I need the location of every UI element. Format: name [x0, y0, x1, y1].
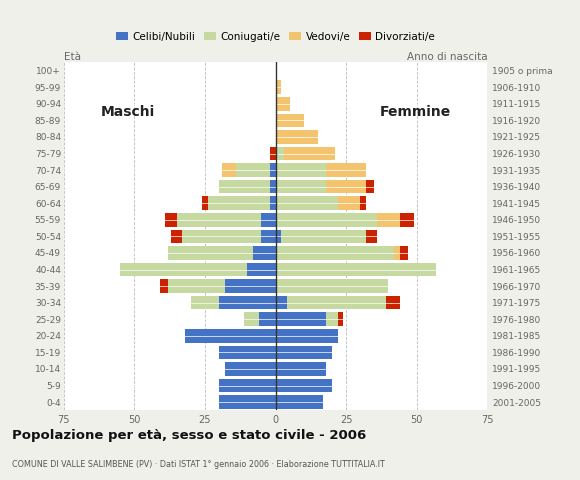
Bar	[270, 163, 275, 177]
Legend: Celibi/Nubili, Coniugati/e, Vedovi/e, Divorziati/e: Celibi/Nubili, Coniugati/e, Vedovi/e, Di…	[112, 27, 439, 46]
Bar	[219, 396, 276, 409]
Bar	[177, 213, 262, 227]
Bar	[219, 379, 276, 392]
Bar	[224, 362, 276, 376]
Bar	[276, 81, 281, 94]
Bar	[168, 246, 253, 260]
Bar	[327, 163, 366, 177]
Bar	[276, 312, 327, 326]
Text: COMUNE DI VALLE SALIMBENE (PV) · Dati ISTAT 1° gennaio 2006 · Elaborazione TUTTI: COMUNE DI VALLE SALIMBENE (PV) · Dati IS…	[12, 459, 385, 468]
Bar	[287, 296, 386, 310]
Bar	[276, 180, 327, 193]
Bar	[259, 312, 276, 326]
Bar	[202, 196, 208, 210]
Bar	[366, 229, 377, 243]
Bar	[262, 213, 275, 227]
Bar	[377, 213, 400, 227]
Text: Femmine: Femmine	[379, 105, 451, 119]
Bar	[327, 312, 338, 326]
Bar	[327, 180, 366, 193]
Bar	[276, 246, 394, 260]
Bar	[168, 279, 224, 293]
Bar	[276, 196, 338, 210]
Bar	[386, 296, 400, 310]
Bar	[222, 163, 236, 177]
Bar	[276, 263, 436, 276]
Bar	[284, 147, 335, 160]
Bar	[219, 296, 276, 310]
Text: Popolazione per età, sesso e stato civile - 2006: Popolazione per età, sesso e stato civil…	[12, 429, 366, 442]
Bar	[160, 279, 168, 293]
Bar	[270, 147, 275, 160]
Bar	[276, 362, 327, 376]
Bar	[276, 379, 332, 392]
Bar	[360, 196, 366, 210]
Bar	[208, 196, 270, 210]
Bar	[276, 213, 377, 227]
Bar	[276, 97, 289, 110]
Bar	[338, 196, 360, 210]
Bar	[219, 346, 276, 359]
Bar	[247, 263, 276, 276]
Bar	[224, 279, 276, 293]
Bar	[236, 163, 270, 177]
Bar	[338, 312, 343, 326]
Bar	[244, 312, 259, 326]
Bar	[171, 229, 182, 243]
Bar	[120, 263, 247, 276]
Bar	[281, 229, 366, 243]
Bar	[276, 147, 284, 160]
Bar	[185, 329, 276, 343]
Bar	[276, 114, 304, 127]
Text: Anno di nascita: Anno di nascita	[407, 52, 487, 62]
Bar	[262, 229, 275, 243]
Bar	[276, 229, 281, 243]
Bar	[270, 180, 275, 193]
Text: Maschi: Maschi	[100, 105, 155, 119]
Bar	[191, 296, 219, 310]
Bar	[276, 279, 389, 293]
Text: Età: Età	[64, 52, 81, 62]
Bar	[276, 163, 327, 177]
Bar	[400, 213, 414, 227]
Bar	[253, 246, 276, 260]
Bar	[276, 130, 318, 144]
Bar	[219, 180, 270, 193]
Bar	[165, 213, 177, 227]
Bar	[276, 346, 332, 359]
Bar	[400, 246, 408, 260]
Bar	[182, 229, 262, 243]
Bar	[276, 396, 324, 409]
Bar	[270, 196, 275, 210]
Bar	[394, 246, 400, 260]
Bar	[276, 296, 287, 310]
Bar	[366, 180, 374, 193]
Bar	[276, 329, 338, 343]
